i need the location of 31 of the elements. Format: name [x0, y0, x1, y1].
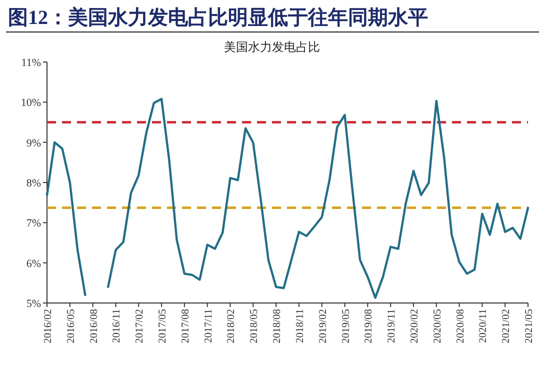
x-tick-label: 2016/08 — [88, 309, 100, 344]
x-tick-label: 2020/05 — [432, 309, 444, 344]
x-tick-label: 2017/02 — [134, 309, 146, 344]
x-tick-label: 2020/11 — [478, 309, 490, 344]
y-tick-label: 8% — [26, 178, 41, 190]
x-tick-label: 2017/05 — [158, 309, 169, 344]
x-tick-label: 2020/08 — [455, 309, 466, 344]
y-tick-label: 6% — [26, 258, 41, 270]
y-tick-label: 5% — [26, 298, 41, 310]
y-tick-label: 11% — [21, 57, 41, 69]
x-tick-label: 2019/08 — [364, 309, 375, 344]
x-tick-label: 2016/05 — [66, 309, 77, 344]
x-tick-label: 2016/02 — [43, 309, 54, 344]
x-tick-label: 2018/08 — [272, 309, 284, 344]
x-tick-label: 2020/02 — [409, 309, 420, 344]
y-tick-label: 10% — [20, 97, 41, 110]
x-tick-label: 2016/11 — [112, 309, 123, 344]
x-tick-label: 2021/05 — [524, 309, 535, 344]
x-tick-label: 2017/11 — [203, 309, 214, 344]
x-tick-label: 2019/11 — [386, 309, 398, 344]
x-tick-label: 2019/02 — [318, 309, 329, 344]
x-tick-label: 2019/05 — [340, 309, 352, 344]
chart-subtitle: 美国水力发电占比 — [224, 40, 320, 54]
x-tick-label: 2018/05 — [249, 309, 260, 344]
x-tick-label: 2018/11 — [294, 309, 306, 344]
x-tick-label: 2018/02 — [226, 309, 238, 344]
chart-title: 图12：美国水力发电占比明显低于往年同期水平 — [8, 6, 428, 29]
x-tick-label: 2017/08 — [180, 309, 192, 344]
x-tick-label: 2021/02 — [501, 309, 512, 344]
y-tick-label: 9% — [26, 137, 41, 150]
y-tick-label: 7% — [26, 218, 41, 230]
